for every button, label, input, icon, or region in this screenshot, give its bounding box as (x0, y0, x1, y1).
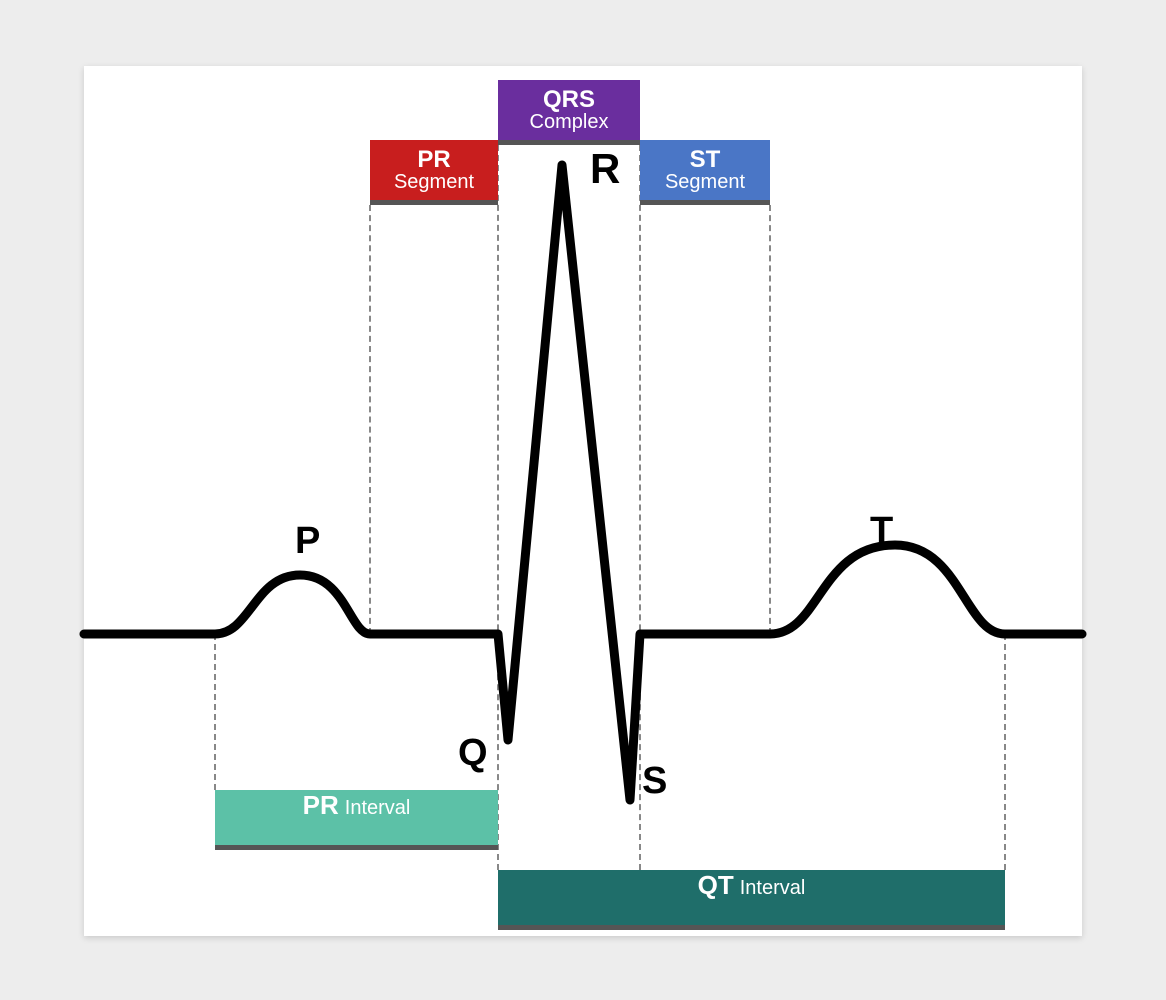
pr-segment-l2: Segment (394, 172, 474, 193)
ecg-path (84, 165, 1082, 800)
qrs-complex-box: QRS Complex (498, 80, 640, 145)
ecg-waveform (0, 0, 1166, 1000)
label-r: R (590, 145, 620, 193)
qt-interval-big: QT (698, 870, 734, 901)
qt-interval-box: QT Interval (498, 870, 1005, 930)
label-p: P (295, 520, 320, 563)
pr-segment-box: PR Segment (370, 140, 498, 205)
label-s: S (642, 760, 667, 803)
qrs-complex-l1: QRS (543, 87, 595, 112)
label-q: Q (458, 732, 488, 775)
st-segment-l1: ST (690, 147, 721, 172)
pr-interval-small: Interval (345, 797, 411, 820)
pr-segment-l1: PR (417, 147, 450, 172)
label-t: T (870, 510, 893, 553)
pr-interval-box: PR Interval (215, 790, 498, 850)
st-segment-l2: Segment (665, 172, 745, 193)
qrs-complex-l2: Complex (530, 112, 609, 133)
pr-interval-big: PR (303, 790, 339, 821)
st-segment-box: ST Segment (640, 140, 770, 205)
qt-interval-small: Interval (740, 877, 806, 900)
